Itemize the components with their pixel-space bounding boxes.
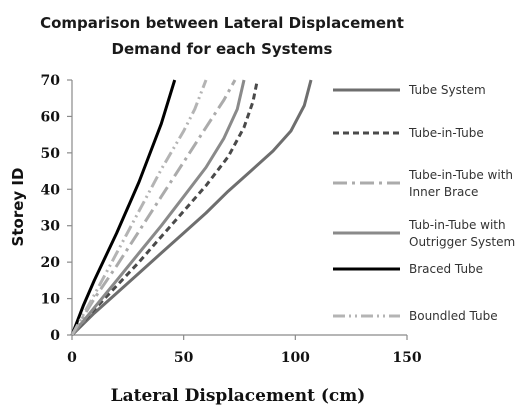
y-tick-label: 50 bbox=[41, 146, 61, 162]
series-line-braced-tube bbox=[70, 79, 177, 336]
chart-title-line-1: Comparison between Lateral Displacement bbox=[40, 14, 404, 32]
y-tick-label: 20 bbox=[41, 255, 61, 271]
y-tick-label: 40 bbox=[41, 182, 61, 198]
legend-label-tube-in-tube-with-inner-brace: Tube-in-Tube with bbox=[408, 168, 513, 182]
y-tick-label: 30 bbox=[41, 219, 61, 235]
series-line-tub-in-tube-with-outrigger-system bbox=[70, 79, 246, 336]
legend-label-tube-system: Tube System bbox=[408, 83, 486, 97]
x-tick-label: 0 bbox=[67, 350, 77, 366]
axis-ticks: 0 50 100 150 0 10 20 30 40 50 60 70 bbox=[41, 73, 422, 366]
legend-label-tube-in-tube: Tube-in-Tube bbox=[408, 126, 484, 140]
series-layer bbox=[70, 79, 313, 337]
y-tick-label: 70 bbox=[41, 73, 61, 89]
legend: Tube System Tube-in-Tube Tube-in-Tube with… bbox=[333, 83, 515, 323]
series-line-tube-in-tube bbox=[70, 79, 259, 336]
series-line-tube-in-tube-with-inner-brace bbox=[70, 79, 237, 336]
y-tick-label: 10 bbox=[41, 292, 61, 308]
chart-title-line-2: Demand for each Systems bbox=[112, 40, 333, 58]
x-tick-label: 100 bbox=[281, 350, 310, 366]
legend-label-tube-in-tube-with-inner-brace: Inner Brace bbox=[409, 185, 478, 199]
legend-label-tub-in-tube-with-outrigger-system: Tub-in-Tube with bbox=[408, 218, 506, 232]
series-line-tube-system bbox=[70, 79, 313, 337]
x-axis-label: Lateral Displacement (cm) bbox=[111, 386, 366, 406]
series-line-boundled-tube bbox=[70, 79, 208, 336]
y-axis-label: Storey ID bbox=[9, 168, 27, 247]
y-tick-label: 0 bbox=[50, 328, 60, 344]
legend-label-boundled-tube: Boundled Tube bbox=[409, 309, 498, 323]
legend-label-tub-in-tube-with-outrigger-system: Outrigger System bbox=[409, 235, 515, 249]
y-tick-label: 60 bbox=[41, 109, 61, 125]
x-tick-label: 50 bbox=[174, 350, 194, 366]
x-tick-label: 150 bbox=[392, 350, 421, 366]
legend-label-braced-tube: Braced Tube bbox=[409, 262, 483, 276]
plot-area: 0 50 100 150 0 10 20 30 40 50 60 70 bbox=[41, 73, 422, 366]
